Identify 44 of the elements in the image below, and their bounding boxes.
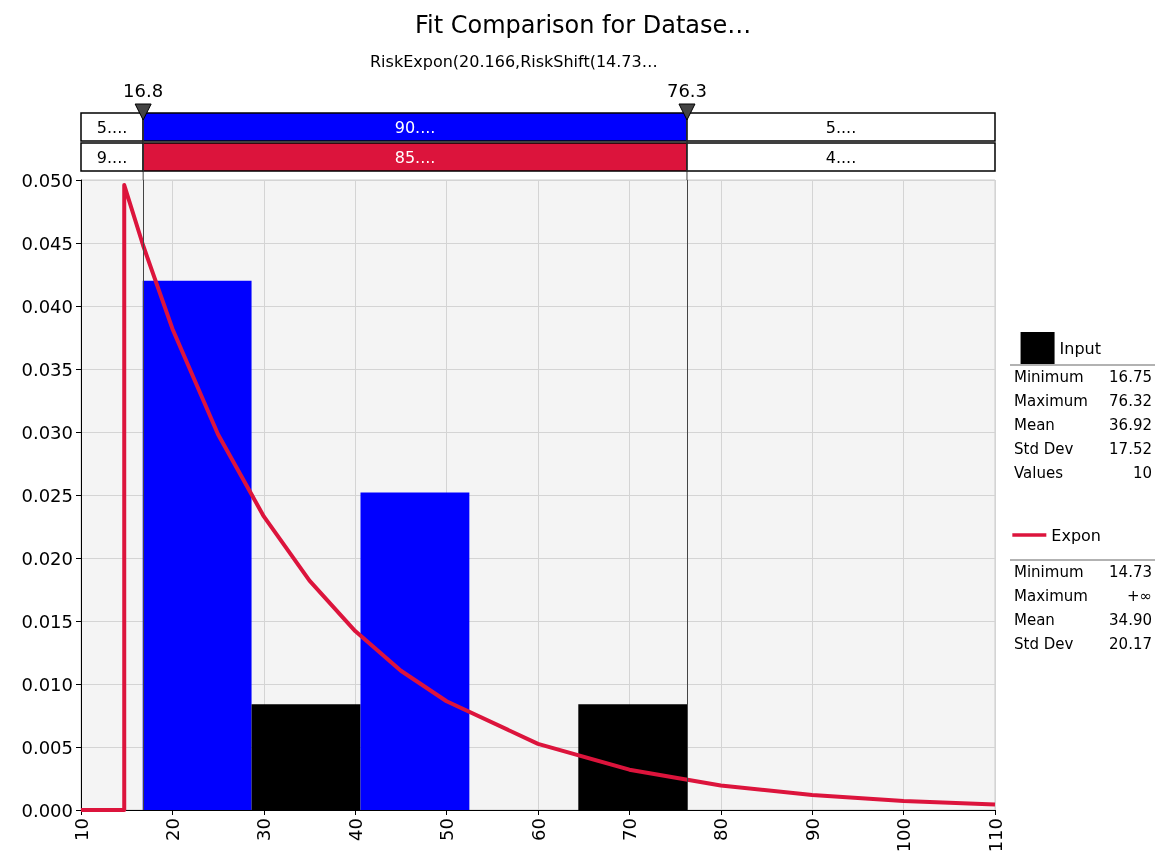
y-tick-label: 0.010 [21,673,73,695]
y-tick-label: 0.020 [21,547,73,569]
text: 4.... [825,147,857,167]
legend-label: Expon [1051,525,1102,545]
x-tick-label: 10 [70,818,92,841]
text: Std Dev 20.17 [1014,635,1152,653]
ref-line-label: 16.8 [123,79,164,101]
y-tick-label: 0.005 [21,736,73,758]
text: Std Dev 17.52 [1014,440,1152,458]
y-tick-label: 0.030 [21,421,73,443]
text: 90.... [394,117,436,137]
y-tick-label: 0.015 [21,610,73,632]
x-tick-label: 110 [984,818,1006,853]
x-tick-label: 70 [618,818,640,841]
text: Minimum 16.75 [1014,368,1152,386]
x-tick-label: 50 [436,818,458,841]
line-series [79,183,997,812]
legend-label: Input [1059,338,1102,358]
text: 5.... [96,117,128,137]
text: 85.... [394,147,436,167]
x-tick-label: 30 [253,818,275,841]
text: Values 10 [1014,464,1152,482]
x-tick-label: 20 [161,818,183,841]
x-tick-label: 90 [801,818,823,841]
x-tick-label: 100 [893,818,915,853]
y-tick-label: 0.035 [21,358,73,380]
x-tick-label: 80 [710,818,732,841]
y-tick-label: 0.050 [21,169,73,191]
text: Mean 34.90 [1014,611,1152,629]
text: Minimum 14.73 [1014,563,1152,581]
y-tick-label: 0.040 [21,295,73,317]
x-tick-label: 40 [344,818,366,841]
text: 5.... [825,117,857,137]
chart-subtitle: RiskExpon(20.166,RiskShift(14.73… [370,51,658,71]
text: Maximum +∞ [1014,587,1152,605]
ref-line-label: 76.3 [666,79,708,101]
x-tick-label: 60 [527,818,549,841]
text: Maximum 76.32 [1014,392,1152,410]
chart-title: Fit Comparison for Datase… [415,11,752,39]
y-tick-label: 0.025 [21,484,73,506]
text: 9.... [96,147,128,167]
y-tick-label: 0.000 [21,799,73,821]
text: Mean 36.92 [1014,416,1152,434]
y-tick-label: 0.045 [21,232,73,254]
